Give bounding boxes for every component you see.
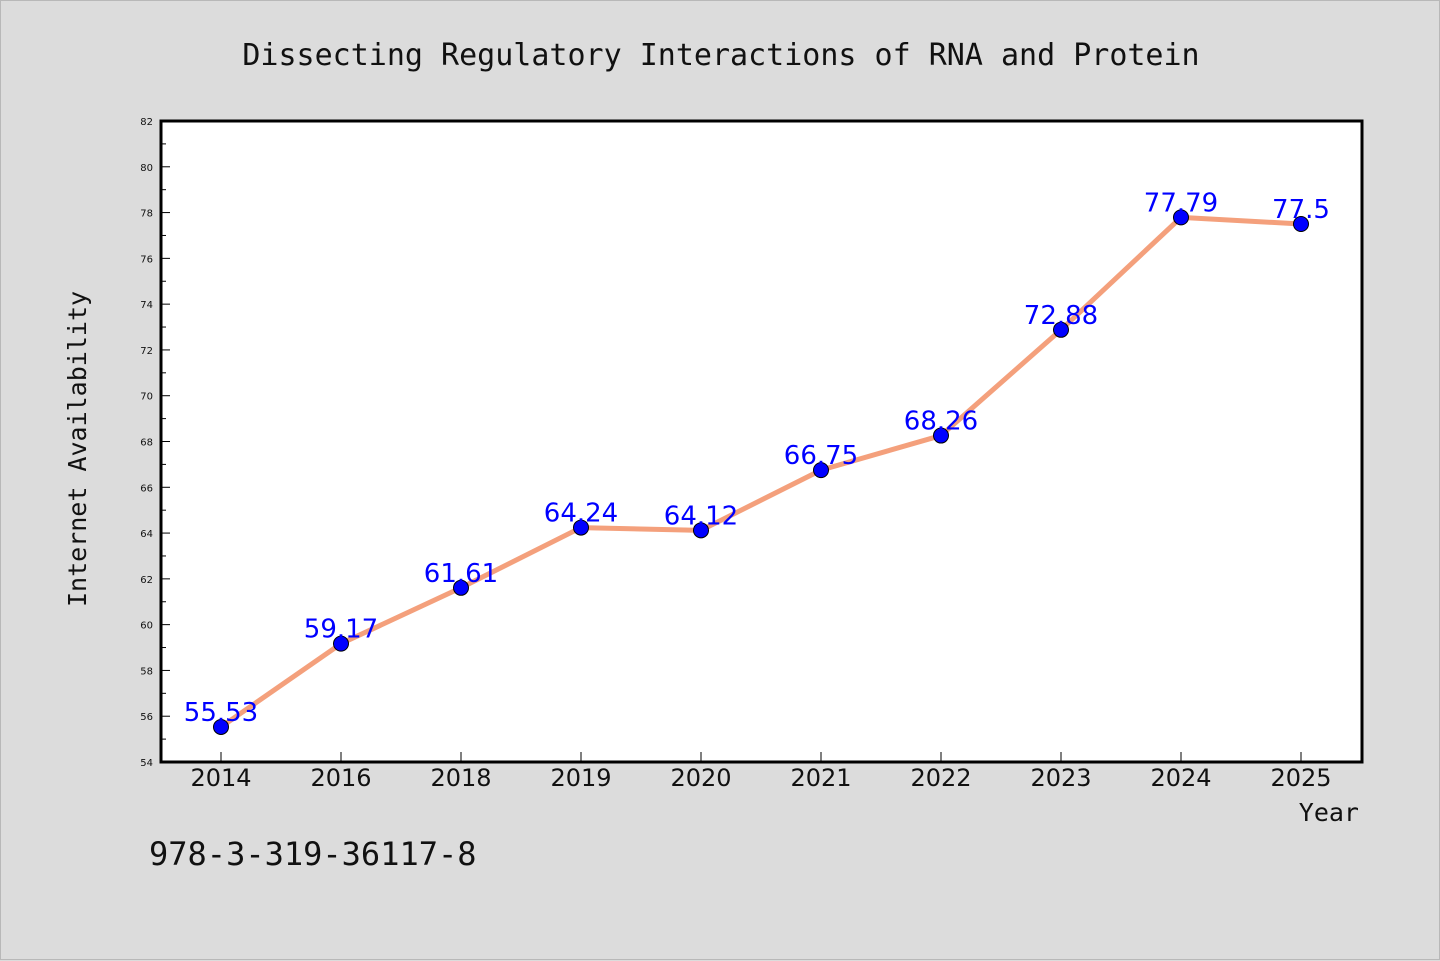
series-line-group — [218, 214, 1304, 730]
isbn-text: 978-3-319-36117-8 — [149, 835, 477, 873]
data-point — [453, 579, 469, 596]
data-point — [933, 427, 949, 444]
x-tick-label: 2019 — [550, 764, 611, 792]
data-label: 66.75 — [784, 441, 858, 471]
y-tick-label: 66 — [140, 483, 153, 494]
y-tick-label: 56 — [140, 712, 153, 723]
data-label: 61.61 — [424, 559, 498, 589]
x-tick-label: 2018 — [430, 764, 491, 792]
x-tick-label: 2025 — [1270, 764, 1331, 792]
data-label: 68.26 — [904, 407, 978, 437]
y-tick-label: 78 — [140, 209, 153, 220]
data-label: 72.88 — [1024, 301, 1098, 331]
x-axis-label: Year — [1299, 798, 1359, 827]
y-tick-label: 74 — [140, 300, 153, 311]
x-tick-label: 2023 — [1030, 764, 1091, 792]
x-tick-label: 2021 — [790, 764, 851, 792]
y-tick-label: 64 — [140, 529, 153, 540]
data-label-group: 55.53 59.17 61.61 64.24 64.12 66.75 68.26 72.88… — [184, 188, 1330, 728]
y-tick-label: 68 — [140, 438, 153, 449]
plot-area — [159, 119, 1364, 764]
y-tick-label: 54 — [140, 758, 153, 769]
data-label: 59.17 — [304, 615, 378, 645]
y-tick-label: 76 — [140, 254, 153, 265]
y-tick-label: 80 — [140, 163, 153, 174]
x-tick-label: 2020 — [670, 764, 731, 792]
data-point — [693, 522, 709, 539]
y-axis-label: Internet Availability — [63, 291, 92, 607]
data-label: 77.79 — [1144, 188, 1218, 218]
data-label: 64.12 — [664, 501, 738, 531]
x-tick-label: 2024 — [1150, 764, 1211, 792]
x-tick-label: 2016 — [310, 764, 371, 792]
y-tick-label: 72 — [140, 346, 153, 357]
data-point — [333, 635, 349, 652]
chart-title: Dissecting Regulatory Interactions of RN… — [242, 38, 1199, 73]
data-point — [213, 718, 229, 735]
data-point — [1293, 216, 1309, 233]
y-tick-label: 82 — [140, 117, 153, 128]
data-point — [1173, 209, 1189, 226]
y-tick-label: 62 — [140, 575, 153, 586]
data-label: 55.53 — [184, 698, 258, 728]
y-axis: 54 56 58 60 62 64 66 68 70 72 74 76 78 80 82 — [140, 117, 170, 769]
data-point — [573, 519, 589, 536]
marker-group — [213, 209, 1309, 735]
x-tick-label: 2022 — [910, 764, 971, 792]
y-tick-label: 60 — [140, 621, 153, 632]
x-axis: 2014 2016 2018 2019 2020 2021 2022 2023 2024 2025 — [190, 752, 1332, 792]
y-tick-label: 70 — [140, 392, 153, 403]
data-point — [1053, 321, 1069, 338]
data-label: 77.5 — [1272, 195, 1330, 225]
data-label: 64.24 — [544, 499, 618, 529]
x-tick-label: 2014 — [190, 764, 251, 792]
y-tick-label: 58 — [140, 666, 153, 677]
data-point — [813, 462, 829, 479]
series-line — [218, 214, 1304, 730]
